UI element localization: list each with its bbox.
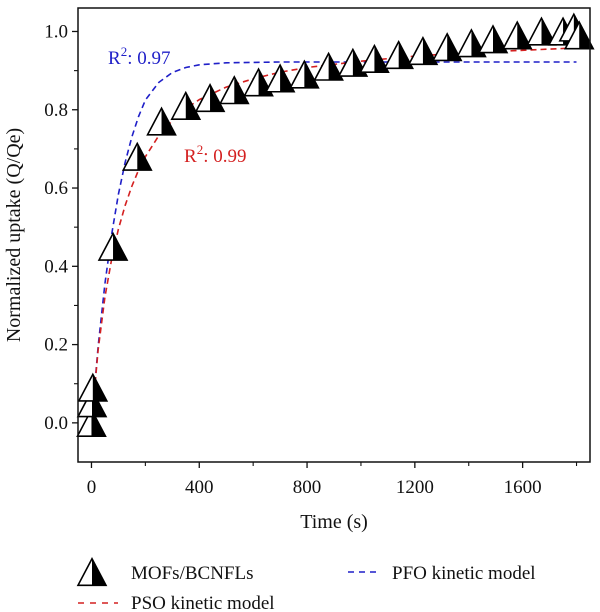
y-tick-label: 0.2	[44, 335, 68, 356]
legend-label: MOFs/BCNFLs	[131, 563, 254, 584]
y-axis-title: Normalized uptake (Q/Qe)	[3, 128, 25, 342]
data-point	[359, 43, 390, 73]
y-tick-label: 1.0	[44, 21, 68, 42]
axis-ticks: 0 400 800 1200 1600 0.0 0.2 0.4 0.6 0.8 1.0	[44, 21, 578, 498]
legend-label: PSO kinetic model	[131, 593, 275, 612]
data-point	[218, 75, 250, 105]
data-point	[431, 32, 463, 62]
y-tick-label: 0.6	[44, 178, 68, 199]
data-point	[289, 59, 320, 89]
data-point	[313, 51, 344, 81]
plot-area	[76, 12, 595, 437]
data-point	[264, 63, 296, 93]
data-point	[77, 372, 109, 402]
y-tick-label: 0.8	[44, 100, 68, 121]
y-tick-label: 0.4	[44, 256, 68, 277]
legend-label: PFO kinetic model	[392, 563, 536, 584]
legend: MOFs/BCNFLs PFO kinetic model PSO kinetic …	[76, 556, 536, 612]
r-squared-label: R2: 0.99	[184, 142, 246, 167]
series-line-pso-kinetic-model	[90, 47, 577, 423]
data-point	[194, 82, 226, 113]
data-point	[501, 20, 533, 50]
data-point	[76, 407, 107, 437]
r-squared-label: R2: 0.97	[108, 44, 170, 69]
data-point	[97, 231, 129, 261]
x-tick-label: 400	[185, 477, 214, 498]
data-point	[337, 47, 369, 77]
y-tick-label: 0.0	[44, 413, 68, 434]
legend-marker-triangle	[76, 556, 108, 587]
legend-item: PSO kinetic model	[78, 593, 275, 612]
fit-annotations: R2: 0.97 R2: 0.99	[108, 44, 246, 167]
data-point	[243, 67, 274, 97]
legend-item: MOFs/BCNFLs	[76, 556, 254, 587]
x-tick-label: 800	[293, 477, 322, 498]
x-tick-label: 1200	[396, 477, 434, 498]
plot-frame	[77, 7, 591, 463]
x-axis-title: Time (s)	[300, 511, 368, 533]
data-point	[146, 106, 177, 136]
data-point	[121, 141, 153, 171]
x-tick-label: 0	[87, 477, 97, 498]
data-point	[456, 28, 487, 58]
data-point	[170, 90, 202, 120]
data-point	[563, 20, 595, 50]
x-tick-label: 1600	[504, 477, 542, 498]
data-point	[407, 36, 439, 66]
data-point	[383, 39, 414, 70]
legend-item: PFO kinetic model	[348, 563, 536, 584]
data-point	[477, 24, 509, 54]
data-point	[76, 388, 108, 418]
